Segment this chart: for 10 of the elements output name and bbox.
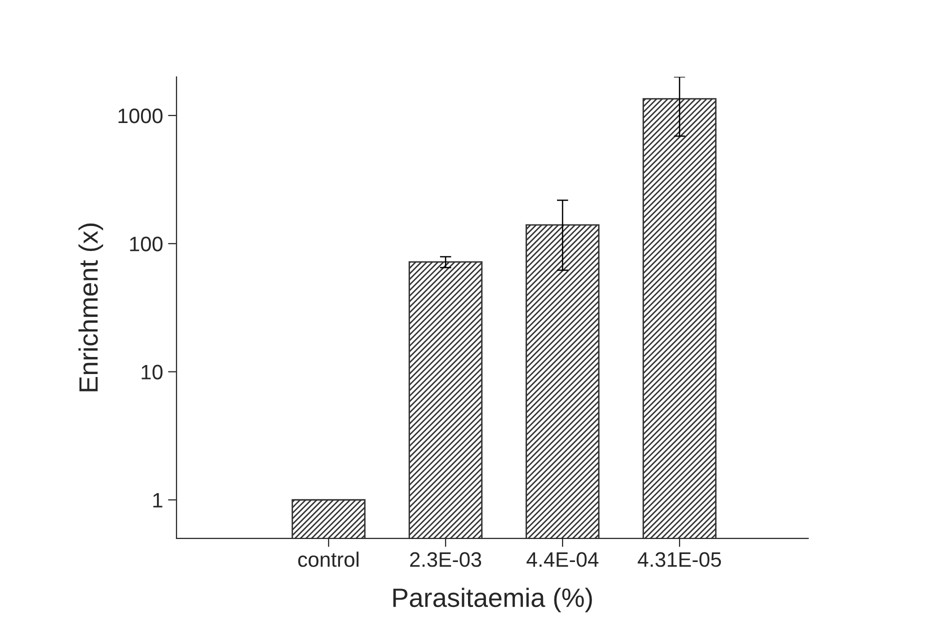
x-tick-label: 2.3E-03 <box>410 552 482 567</box>
x-tick-label: 4.31E-05 <box>638 552 721 567</box>
y-tick-label: 1 <box>153 493 162 508</box>
x-tick-label: 4.4E-04 <box>526 552 598 567</box>
x-tick-label: control <box>298 552 358 567</box>
y-tick-label: 10 <box>142 364 163 380</box>
y-tick-label: 1000 <box>118 108 163 124</box>
y-tick-label: 100 <box>130 236 163 252</box>
x-axis-title: Parasitaemia (%) <box>393 588 592 612</box>
y-axis-title: Enrichment (x) <box>78 224 104 392</box>
